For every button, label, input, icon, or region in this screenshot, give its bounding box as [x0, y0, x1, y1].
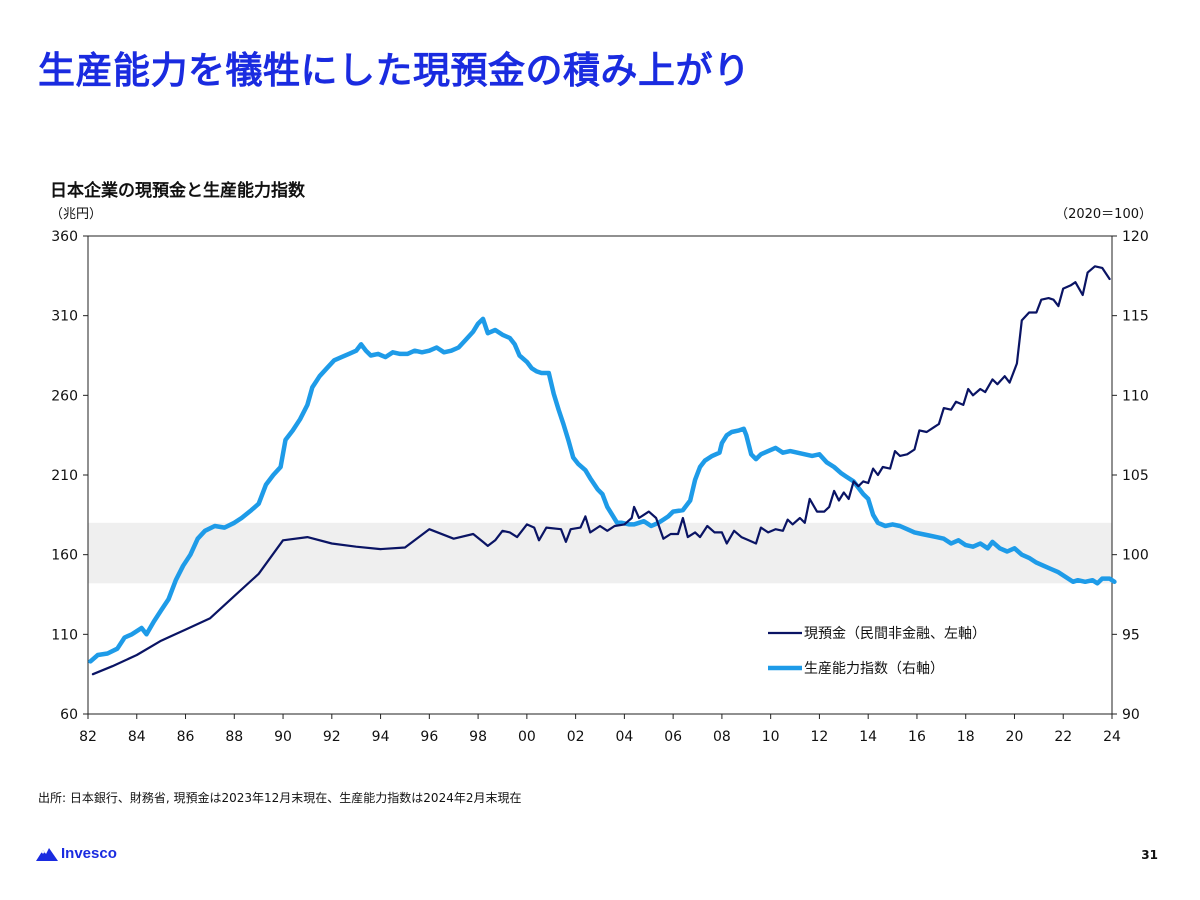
x-tick-label: 14	[859, 729, 877, 745]
y-right-tick-label: 95	[1122, 627, 1140, 643]
invesco-logo: Invesco	[36, 845, 117, 862]
plot-frame	[87, 235, 1113, 715]
x-tick-label: 16	[908, 729, 926, 745]
x-tick-label: 92	[323, 729, 341, 745]
x-tick-label: 00	[518, 729, 536, 745]
series-layer	[88, 265, 1117, 676]
y-left-tick-label: 160	[51, 548, 78, 564]
y-right-tick-label: 115	[1122, 309, 1149, 325]
chart-legend: 現預金（民間非金融、左軸） 生産能力指数（右軸）	[768, 626, 986, 677]
x-tick-label: 02	[567, 729, 585, 745]
y-right-tick-label: 100	[1122, 548, 1149, 564]
y-right-tick-label: 105	[1122, 468, 1149, 484]
shaded-band	[88, 522, 1112, 584]
series-line-cash	[91, 265, 1111, 676]
y-right-tick-label: 120	[1122, 229, 1149, 245]
y-right-tick-label: 90	[1122, 707, 1140, 723]
x-tick-label: 88	[225, 729, 243, 745]
x-tick-label: 84	[128, 729, 146, 745]
page-number: 31	[1141, 848, 1158, 862]
chart-title: 日本企業の現預金と生産能力指数	[50, 181, 305, 201]
x-tick-label: 94	[372, 729, 390, 745]
slide-title: 生産能力を犠牲にした現預金の積み上がり	[38, 49, 751, 92]
x-tick-label: 10	[762, 729, 780, 745]
x-tick-label: 86	[177, 729, 195, 745]
mountain-logo-icon	[36, 847, 58, 861]
source-note: 出所: 日本銀行、財務省, 現預金は2023年12月末現在、生産能力指数は202…	[38, 791, 522, 805]
y-left-tick-label: 310	[51, 309, 78, 325]
x-tick-label: 08	[713, 729, 731, 745]
legend-label: 生産能力指数（右軸）	[804, 661, 944, 677]
x-tick-label: 96	[420, 729, 438, 745]
x-tick-label: 18	[957, 729, 975, 745]
y-left-tick-label: 210	[51, 468, 78, 484]
series-line-capacity	[88, 316, 1117, 664]
x-tick-label: 98	[469, 729, 487, 745]
y-left-tick-label: 360	[51, 229, 78, 245]
chart-axes: 6011016021026031036090951001051101151208…	[51, 229, 1148, 745]
y-left-tick-label: 60	[60, 707, 78, 723]
y-right-tick-label: 110	[1122, 388, 1149, 404]
x-tick-label: 12	[811, 729, 829, 745]
legend-label: 現預金（民間非金融、左軸）	[804, 626, 986, 642]
y-left-tick-label: 260	[51, 388, 78, 404]
x-tick-label: 22	[1054, 729, 1072, 745]
x-tick-label: 06	[664, 729, 682, 745]
x-tick-label: 90	[274, 729, 292, 745]
x-tick-label: 04	[615, 729, 633, 745]
logo-text: Invesco	[61, 845, 117, 862]
left-axis-unit: （兆円）	[50, 207, 103, 222]
y-left-tick-label: 110	[51, 627, 78, 643]
right-axis-unit: （2020＝100）	[1055, 207, 1152, 222]
x-tick-label: 20	[1006, 729, 1024, 745]
x-tick-label: 24	[1103, 729, 1121, 745]
x-tick-label: 82	[79, 729, 97, 745]
